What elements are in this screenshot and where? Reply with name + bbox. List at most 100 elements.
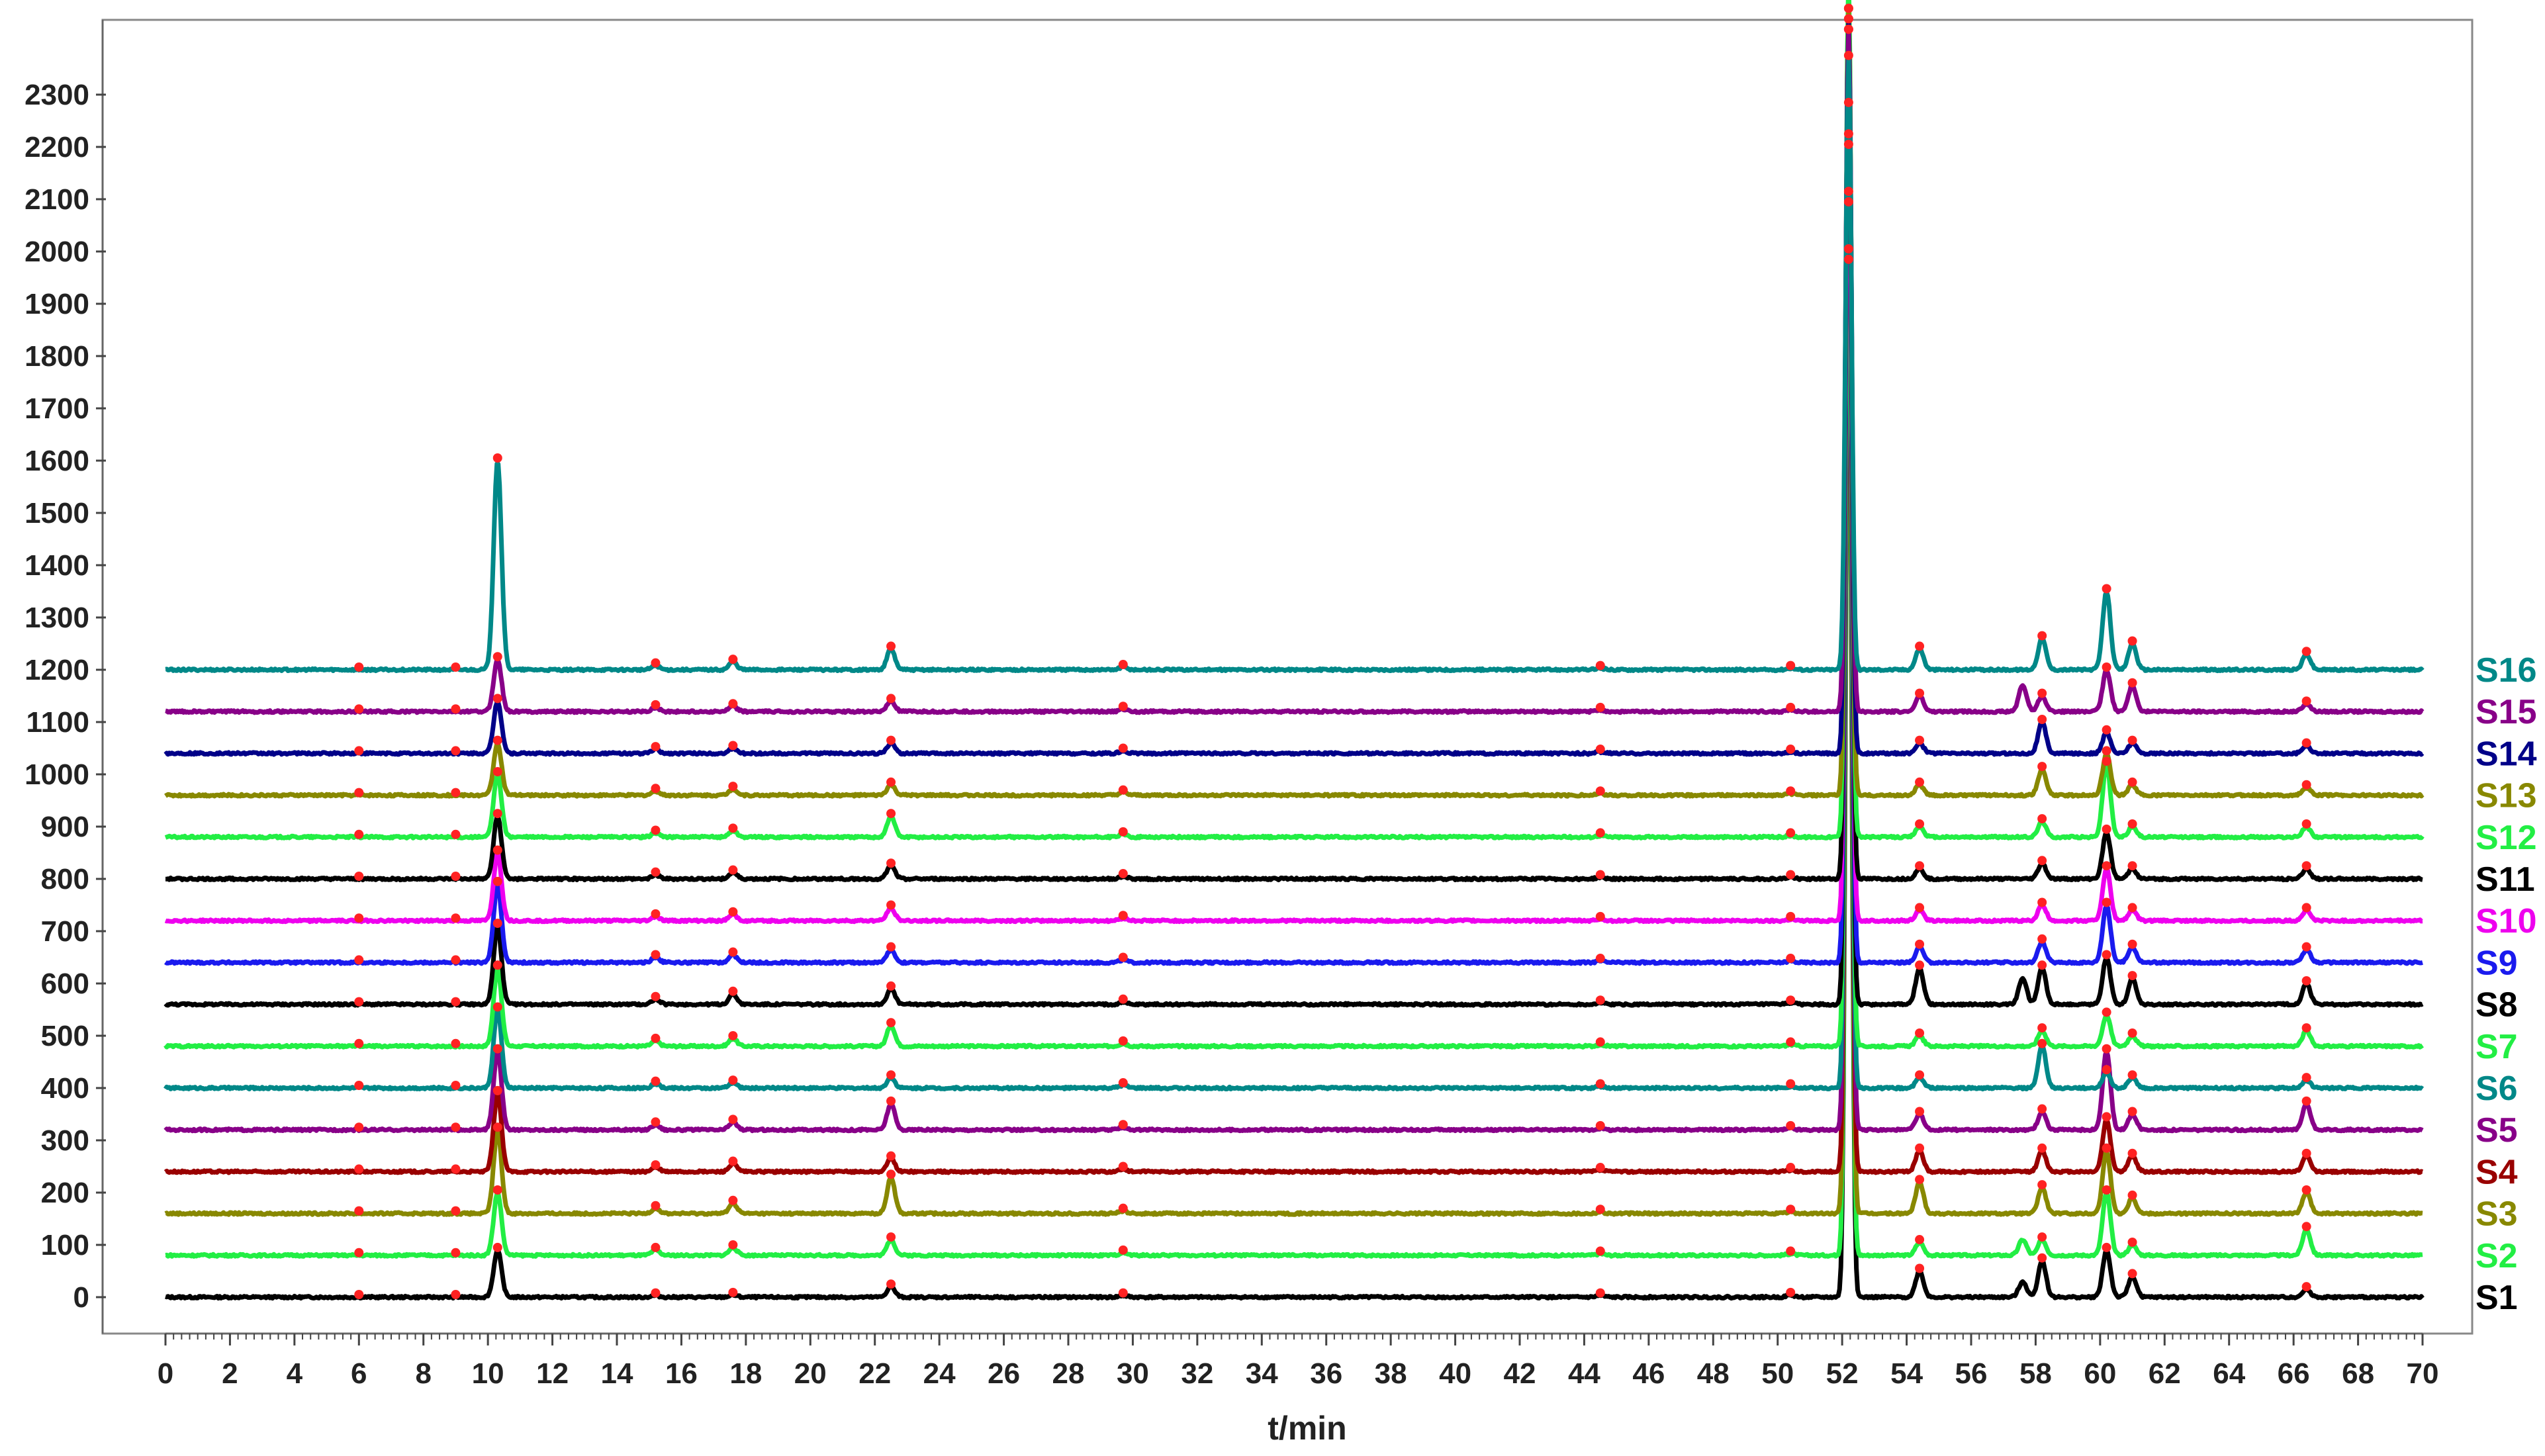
- peak-marker: [2037, 1023, 2047, 1033]
- peak-marker: [492, 960, 502, 970]
- peak-marker: [492, 453, 502, 463]
- peak-marker: [1915, 735, 1925, 745]
- peak-marker: [651, 909, 661, 919]
- peak-marker: [2102, 746, 2111, 756]
- y-tick-label: 200: [41, 1177, 89, 1209]
- peak-marker: [1786, 1120, 1796, 1130]
- peak-marker: [886, 641, 896, 651]
- peak-marker: [1118, 1036, 1128, 1046]
- peak-marker: [2301, 942, 2311, 952]
- peak-marker: [728, 1075, 738, 1085]
- y-tick-label: 100: [41, 1229, 89, 1261]
- peak-marker: [1595, 870, 1605, 880]
- peak-marker: [1915, 688, 1925, 698]
- x-tick-label: 36: [1310, 1357, 1342, 1390]
- peak-marker: [886, 1279, 896, 1289]
- peak-marker: [2301, 1282, 2311, 1292]
- peak-marker: [2037, 934, 2047, 944]
- series-line-s11: [164, 0, 2424, 883]
- y-tick-label: 1000: [24, 758, 89, 791]
- peak-marker: [2102, 950, 2111, 960]
- peak-marker: [1843, 197, 1853, 206]
- peak-marker: [354, 872, 364, 881]
- peak-marker: [1843, 244, 1853, 253]
- peak-marker: [451, 872, 461, 881]
- x-tick-label: 66: [2278, 1357, 2310, 1390]
- x-tick-label: 58: [2019, 1357, 2052, 1390]
- peak-marker: [1915, 819, 1925, 829]
- y-tick-label: 1700: [24, 392, 89, 425]
- y-axis: 0 100 200 300 400 500 600 700 800 900 1000 1100 1200…: [24, 20, 106, 1334]
- peak-marker: [1915, 641, 1925, 651]
- peak-marker: [886, 858, 896, 868]
- peak-marker: [1118, 1078, 1128, 1088]
- peak-marker: [728, 699, 738, 709]
- series-line-s2: [164, 260, 2424, 1259]
- peak-marker: [492, 876, 502, 886]
- peak-marker: [492, 694, 502, 704]
- y-tick-label: 300: [41, 1124, 89, 1157]
- series-line-s6: [163, 144, 2425, 1092]
- x-tick-label: 28: [1052, 1357, 1085, 1390]
- x-tick-label: 34: [1246, 1357, 1278, 1390]
- peak-marker: [1118, 1120, 1128, 1130]
- peak-marker: [651, 1242, 661, 1252]
- x-tick-label: 46: [1632, 1357, 1665, 1390]
- x-tick-label: 56: [1955, 1357, 1988, 1390]
- peak-marker: [1786, 1163, 1796, 1173]
- peak-marker: [2127, 636, 2137, 646]
- y-tick-label: 1300: [24, 602, 89, 634]
- series-line-s8: [163, 8, 2424, 1008]
- peak-marker: [2127, 1269, 2137, 1279]
- peak-marker: [2127, 1190, 2137, 1200]
- peak-marker: [2102, 1044, 2111, 1054]
- y-tick-label: 1200: [24, 654, 89, 686]
- peak-marker: [1915, 1235, 1925, 1245]
- x-tick-label: 14: [601, 1357, 633, 1390]
- peak-marker: [492, 1242, 502, 1252]
- peak-marker: [2102, 897, 2111, 907]
- peak-marker: [1595, 786, 1605, 796]
- x-axis-title: t/min: [1268, 1410, 1346, 1447]
- peak-marker: [1786, 1246, 1796, 1256]
- series-line-s3: [164, 192, 2424, 1217]
- peak-marker: [728, 655, 738, 664]
- legend-label-s11: S11: [2476, 860, 2535, 899]
- peak-marker: [651, 1201, 661, 1210]
- peak-marker: [1118, 869, 1128, 879]
- peak-marker: [1595, 1037, 1605, 1047]
- peak-marker: [728, 986, 738, 996]
- legend-label-s3: S3: [2476, 1195, 2518, 1234]
- y-tick-label: 0: [73, 1281, 89, 1314]
- peak-marker: [492, 652, 502, 662]
- peak-marker: [2301, 696, 2311, 706]
- peak-marker: [1786, 911, 1796, 921]
- y-tick-label: 500: [41, 1020, 89, 1052]
- peak-marker: [2037, 1038, 2047, 1048]
- peak-marker: [1843, 140, 1853, 149]
- peak-marker: [1786, 702, 1796, 712]
- peak-marker: [1118, 827, 1128, 837]
- peak-marker: [451, 704, 461, 714]
- x-tick-label: 42: [1504, 1357, 1536, 1390]
- peak-marker: [2102, 584, 2111, 594]
- peak-marker: [1786, 1205, 1796, 1214]
- peak-marker: [354, 829, 364, 839]
- peak-marker: [1843, 24, 1853, 34]
- x-tick-label: 22: [858, 1357, 891, 1390]
- peak-marker: [2301, 1096, 2311, 1106]
- peak-marker: [2102, 1242, 2111, 1252]
- peak-marker: [1843, 14, 1853, 24]
- legend-label-s1: S1: [2476, 1279, 2518, 1317]
- series-line-s5: [163, 135, 2424, 1134]
- x-tick-label: 60: [2084, 1357, 2116, 1390]
- peak-marker: [451, 997, 461, 1007]
- peak-marker: [354, 1248, 364, 1257]
- peak-marker: [1915, 960, 1925, 970]
- peak-marker: [1118, 1203, 1128, 1213]
- x-axis: 0 2 4 6 8 10 12 14 16 18 20 22 24 26 28 30 32 34 36 38 40 42 4…: [158, 1332, 2438, 1390]
- peak-marker: [1118, 743, 1128, 753]
- peak-marker: [354, 1290, 364, 1299]
- peak-marker: [2127, 1238, 2137, 1247]
- series-line-s4: [163, 203, 2424, 1175]
